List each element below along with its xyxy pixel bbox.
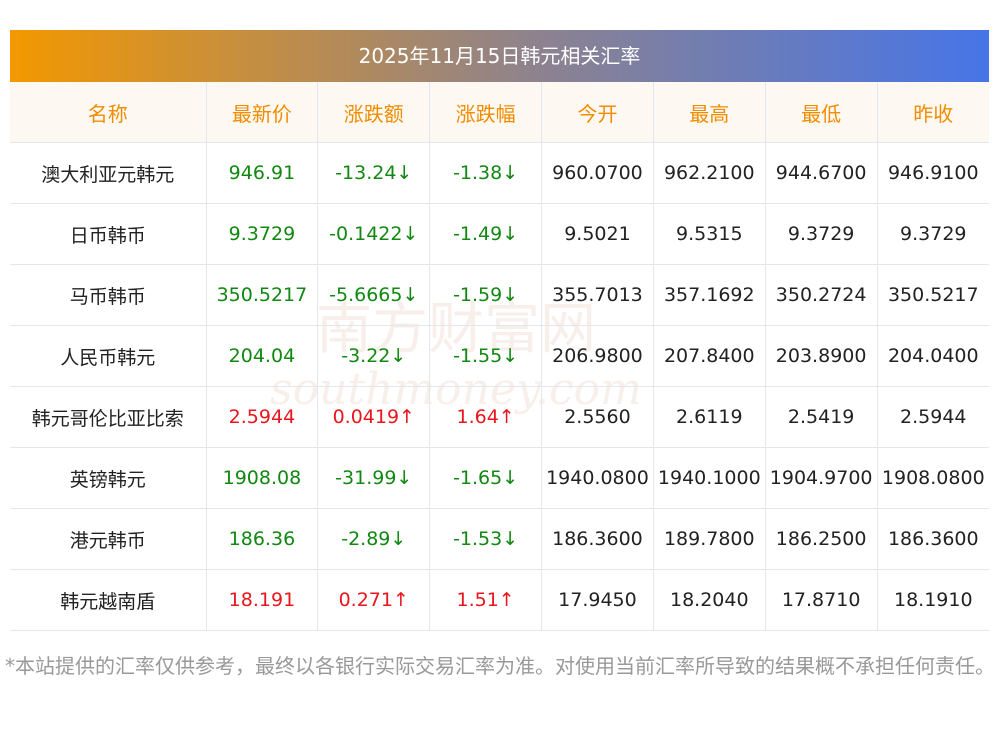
- column-header: 最新价: [206, 82, 319, 143]
- cell-prev: 204.0400: [877, 325, 989, 387]
- cell-high: 2.6119: [653, 386, 766, 448]
- cell-high: 9.5315: [653, 203, 766, 265]
- table-row: 人民币韩元 204.04 -3.22↓ -1.55↓ 206.9800 207.8400 2…: [10, 325, 989, 387]
- cell-open: 355.7013: [541, 264, 654, 326]
- cell-open: 1940.0800: [541, 447, 654, 509]
- cell-prev: 18.1910: [877, 569, 989, 631]
- disclaimer-note: *本站提供的汇率仅供参考，最终以各银行实际交易汇率为准。对使用当前汇率所导致的结…: [5, 654, 995, 678]
- cell-change: -5.6665↓: [317, 264, 431, 326]
- table-row: 港元韩币 186.36 -2.89↓ -1.53↓ 186.3600 189.7800 18…: [10, 508, 989, 570]
- table-row: 日币韩币 9.3729 -0.1422↓ -1.49↓ 9.5021 9.5315 9.37…: [10, 203, 989, 265]
- cell-pct: -1.55↓: [429, 325, 543, 387]
- cell-change: -31.99↓: [317, 447, 431, 509]
- cell-prev: 350.5217: [877, 264, 989, 326]
- cell-change: -3.22↓: [317, 325, 431, 387]
- cell-name[interactable]: 韩元越南盾: [10, 569, 207, 631]
- cell-price: 9.3729: [206, 203, 319, 265]
- cell-change: -0.1422↓: [317, 203, 431, 265]
- cell-price: 18.191: [206, 569, 319, 631]
- cell-low: 944.6700: [765, 142, 878, 204]
- cell-price: 1908.08: [206, 447, 319, 509]
- cell-high: 962.2100: [653, 142, 766, 204]
- cell-high: 18.2040: [653, 569, 766, 631]
- cell-low: 1904.9700: [765, 447, 878, 509]
- column-header: 涨跌幅: [429, 82, 543, 143]
- cell-open: 206.9800: [541, 325, 654, 387]
- table-row: 英镑韩元 1908.08 -31.99↓ -1.65↓ 1940.0800 1940.10…: [10, 447, 989, 509]
- cell-open: 2.5560: [541, 386, 654, 448]
- cell-change: -2.89↓: [317, 508, 431, 570]
- cell-price: 204.04: [206, 325, 319, 387]
- cell-low: 350.2724: [765, 264, 878, 326]
- cell-pct: -1.38↓: [429, 142, 543, 204]
- cell-open: 9.5021: [541, 203, 654, 265]
- cell-price: 946.91: [206, 142, 319, 204]
- cell-price: 186.36: [206, 508, 319, 570]
- table-title: 2025年11月15日韩元相关汇率: [10, 30, 989, 82]
- cell-name[interactable]: 英镑韩元: [10, 447, 207, 509]
- cell-high: 207.8400: [653, 325, 766, 387]
- cell-change: 0.0419↑: [317, 386, 431, 448]
- cell-prev: 1908.0800: [877, 447, 989, 509]
- cell-prev: 946.9100: [877, 142, 989, 204]
- rate-table-panel: 2025年11月15日韩元相关汇率 名称 最新价 涨跌额 涨跌幅 今开 最高 最低 昨收 澳大…: [10, 30, 989, 631]
- cell-pct: -1.65↓: [429, 447, 543, 509]
- cell-pct: 1.51↑: [429, 569, 543, 631]
- cell-low: 17.8710: [765, 569, 878, 631]
- cell-pct: 1.64↑: [429, 386, 543, 448]
- column-header: 名称: [10, 82, 207, 143]
- cell-high: 189.7800: [653, 508, 766, 570]
- header-row: 名称 最新价 涨跌额 涨跌幅 今开 最高 最低 昨收: [10, 82, 989, 143]
- column-header: 昨收: [877, 82, 989, 143]
- rate-table: 名称 最新价 涨跌额 涨跌幅 今开 最高 最低 昨收 澳大利亚元韩元 946.91 -13.24↓…: [10, 82, 989, 631]
- cell-open: 186.3600: [541, 508, 654, 570]
- cell-prev: 9.3729: [877, 203, 989, 265]
- cell-price: 2.5944: [206, 386, 319, 448]
- cell-name[interactable]: 韩元哥伦比亚比索: [10, 386, 207, 448]
- cell-change: 0.271↑: [317, 569, 431, 631]
- cell-pct: -1.59↓: [429, 264, 543, 326]
- column-header: 最低: [765, 82, 878, 143]
- cell-low: 203.8900: [765, 325, 878, 387]
- cell-prev: 186.3600: [877, 508, 989, 570]
- cell-open: 960.0700: [541, 142, 654, 204]
- cell-low: 186.2500: [765, 508, 878, 570]
- table-row: 韩元哥伦比亚比索 2.5944 0.0419↑ 1.64↑ 2.5560 2.6119 2.…: [10, 386, 989, 448]
- cell-high: 357.1692: [653, 264, 766, 326]
- cell-high: 1940.1000: [653, 447, 766, 509]
- cell-name[interactable]: 澳大利亚元韩元: [10, 142, 207, 204]
- cell-prev: 2.5944: [877, 386, 989, 448]
- column-header: 涨跌额: [317, 82, 431, 143]
- cell-name[interactable]: 日币韩币: [10, 203, 207, 265]
- column-header: 今开: [541, 82, 654, 143]
- cell-name[interactable]: 港元韩币: [10, 508, 207, 570]
- cell-price: 350.5217: [206, 264, 319, 326]
- cell-name[interactable]: 马币韩币: [10, 264, 207, 326]
- cell-low: 2.5419: [765, 386, 878, 448]
- cell-pct: -1.53↓: [429, 508, 543, 570]
- cell-low: 9.3729: [765, 203, 878, 265]
- column-header: 最高: [653, 82, 766, 143]
- cell-change: -13.24↓: [317, 142, 431, 204]
- cell-open: 17.9450: [541, 569, 654, 631]
- cell-name[interactable]: 人民币韩元: [10, 325, 207, 387]
- cell-pct: -1.49↓: [429, 203, 543, 265]
- table-row: 马币韩币 350.5217 -5.6665↓ -1.59↓ 355.7013 357.16…: [10, 264, 989, 326]
- table-row: 澳大利亚元韩元 946.91 -13.24↓ -1.38↓ 960.0700 962.21…: [10, 142, 989, 204]
- table-row: 韩元越南盾 18.191 0.271↑ 1.51↑ 17.9450 18.2040 17.8…: [10, 569, 989, 631]
